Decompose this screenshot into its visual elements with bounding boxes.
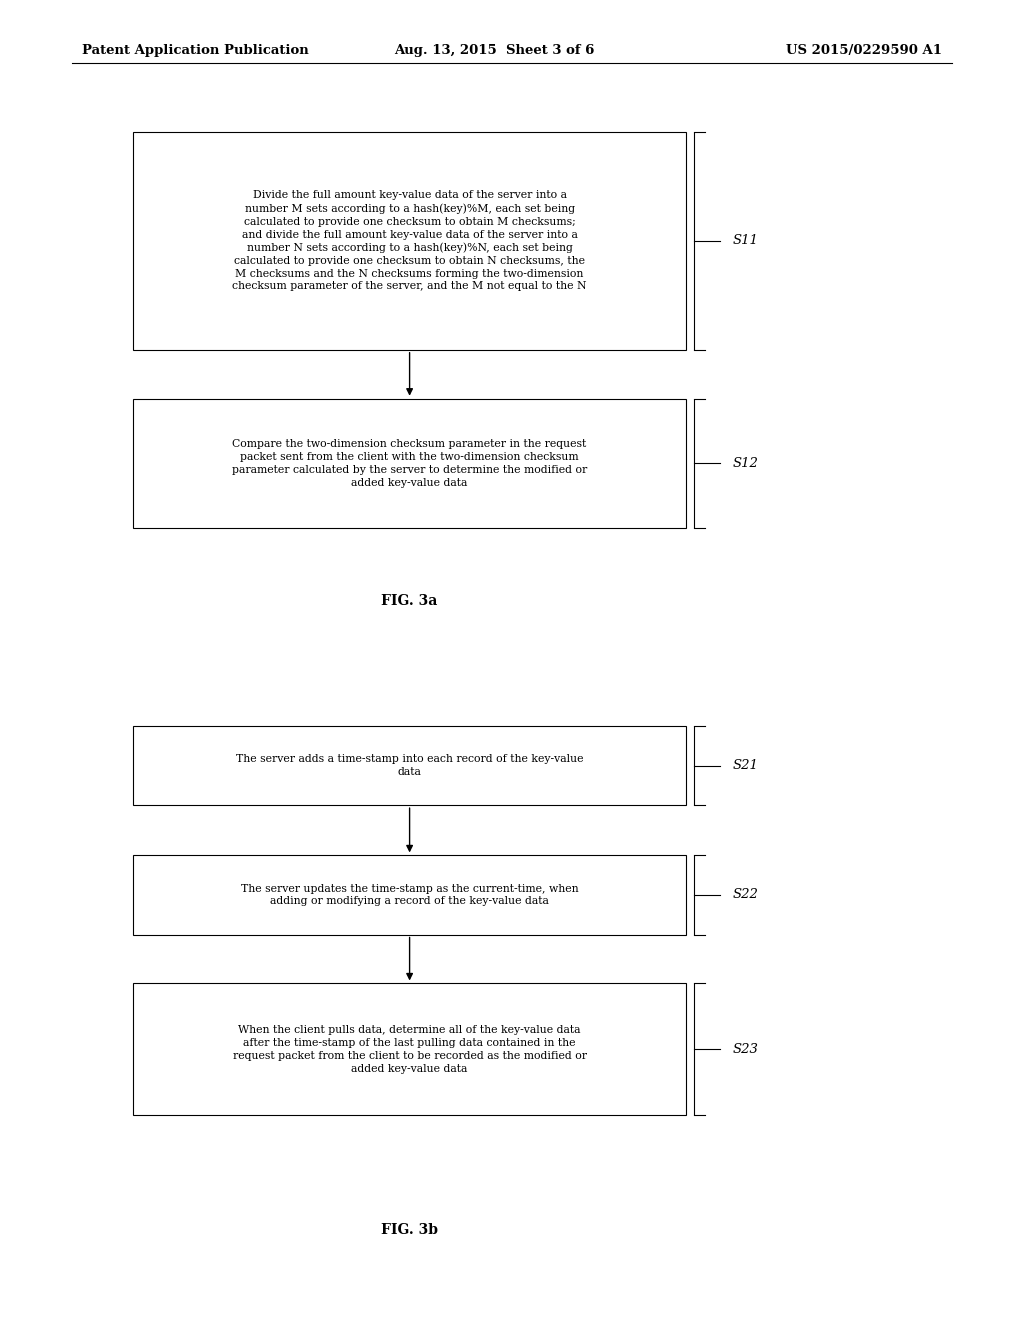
Text: The server adds a time-stamp into each record of the key-value
data: The server adds a time-stamp into each r… <box>236 754 584 777</box>
Text: S21: S21 <box>732 759 758 772</box>
Text: When the client pulls data, determine all of the key-value data
after the time-s: When the client pulls data, determine al… <box>232 1026 587 1073</box>
Bar <box>133 399 686 528</box>
Text: S23: S23 <box>732 1043 758 1056</box>
Text: Aug. 13, 2015  Sheet 3 of 6: Aug. 13, 2015 Sheet 3 of 6 <box>394 44 595 57</box>
Text: S12: S12 <box>732 457 758 470</box>
Text: Patent Application Publication: Patent Application Publication <box>82 44 308 57</box>
Text: Divide the full amount key-value data of the server into a
number M sets accordi: Divide the full amount key-value data of… <box>232 190 587 292</box>
Text: Compare the two-dimension checksum parameter in the request
packet sent from the: Compare the two-dimension checksum param… <box>232 440 587 487</box>
Text: S22: S22 <box>732 888 758 902</box>
Bar <box>133 855 686 935</box>
Text: FIG. 3b: FIG. 3b <box>381 1224 438 1237</box>
Bar <box>133 132 686 350</box>
Text: US 2015/0229590 A1: US 2015/0229590 A1 <box>786 44 942 57</box>
Bar <box>133 983 686 1115</box>
Text: FIG. 3a: FIG. 3a <box>381 594 438 607</box>
Bar <box>133 726 686 805</box>
Text: The server updates the time-stamp as the current-time, when
adding or modifying : The server updates the time-stamp as the… <box>241 883 579 907</box>
Text: S11: S11 <box>732 234 758 247</box>
